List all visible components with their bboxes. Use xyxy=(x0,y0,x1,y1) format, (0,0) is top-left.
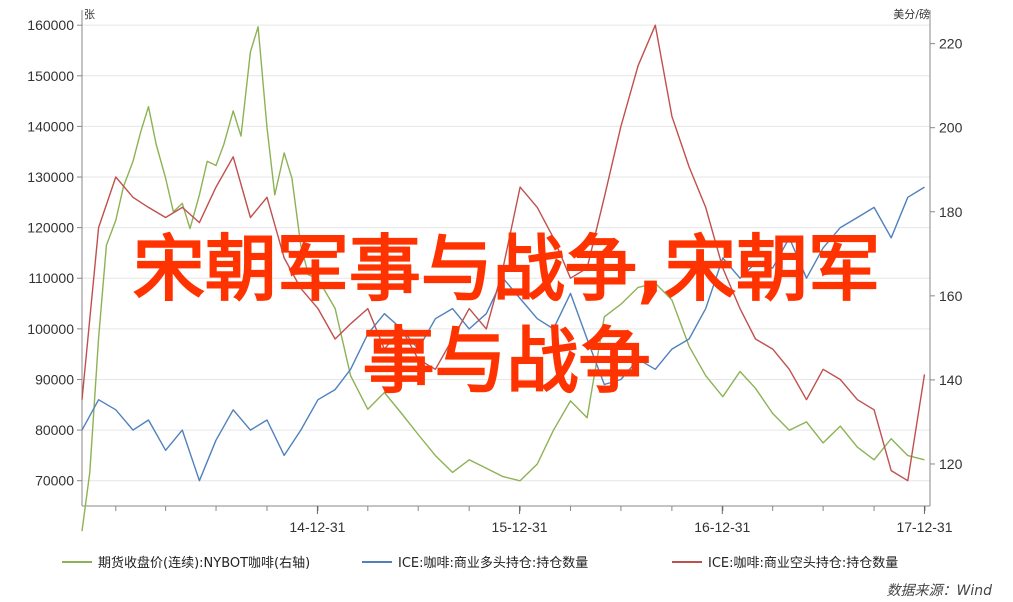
source-note: 数据来源：Wind xyxy=(887,583,993,599)
x-axis: 14-12-31 15-12-31 16-12-31 17-12-31 xyxy=(115,506,953,535)
gridlines xyxy=(82,24,930,482)
right-tick-label: 180 xyxy=(939,204,963,220)
left-tick-label: 110000 xyxy=(28,270,74,286)
series-lines xyxy=(81,24,926,532)
x-tick-label: 17-12-31 xyxy=(896,519,952,535)
left-tick-label: 70000 xyxy=(35,473,74,489)
left-axis-unit: 张 xyxy=(84,8,95,21)
right-tick-label: 160 xyxy=(939,288,963,304)
right-tick-label: 120 xyxy=(939,456,963,472)
left-tick-label: 90000 xyxy=(35,371,74,387)
x-tick-label: 15-12-31 xyxy=(492,519,548,535)
left-tick-label: 100000 xyxy=(27,321,74,337)
left-tick-label: 80000 xyxy=(35,422,74,438)
x-tick-label: 16-12-31 xyxy=(694,519,750,535)
left-tick-label: 120000 xyxy=(27,220,74,236)
right-axis: 120 140 160 180 200 220 xyxy=(930,36,963,472)
overlay-title-line-2: 事与战争 xyxy=(362,319,651,403)
right-tick-label: 200 xyxy=(939,120,963,136)
right-tick-label: 140 xyxy=(939,372,963,388)
left-tick-label: 140000 xyxy=(27,118,74,134)
left-tick-label: 130000 xyxy=(27,169,74,185)
left-axis: 70000 80000 90000 100000 110000 120000 130000 1… xyxy=(27,17,82,489)
left-tick-label: 150000 xyxy=(27,68,74,84)
left-tick-label: 160000 xyxy=(27,17,74,33)
series-line-3 xyxy=(81,24,926,482)
legend: 期货收盘价(连续):NYBOT咖啡(右轴) ICE:咖啡:商业多头持仓:持仓数量 I… xyxy=(62,555,898,571)
legend-label-1: 期货收盘价(连续):NYBOT咖啡(右轴) xyxy=(98,555,310,571)
x-tick-label: 14-12-31 xyxy=(289,519,345,535)
overlay-title-line-1: 宋朝军事与战争,宋朝军 xyxy=(132,227,881,311)
legend-label-3: ICE:咖啡:商业空头持仓:持仓数量 xyxy=(708,556,898,571)
series-line-2 xyxy=(81,186,925,482)
plot-frame xyxy=(81,10,931,507)
right-tick-label: 220 xyxy=(939,36,963,52)
legend-label-2: ICE:咖啡:商业多头持仓:持仓数量 xyxy=(398,555,588,571)
series-line-1 xyxy=(81,26,925,532)
right-axis-unit: 美分/磅 xyxy=(893,7,930,21)
